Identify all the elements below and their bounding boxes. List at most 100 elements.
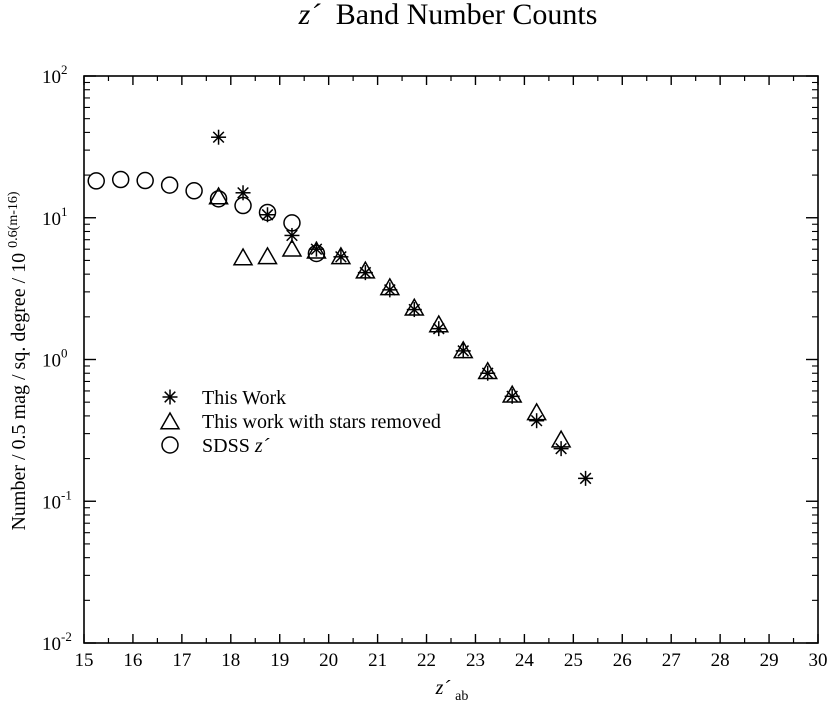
data-point-circle [234,196,252,215]
data-point-circle [283,214,301,232]
x-tick-label: 16 [123,650,142,671]
data-point-asterisk [553,441,569,457]
data-point-triangle [232,247,254,266]
data-point-triangle [452,340,474,359]
data-point-circle [209,190,228,208]
x-tick-label: 25 [564,650,583,671]
data-point-asterisk [529,413,545,429]
data-point-asterisk [308,241,324,257]
data-point-triangle [281,238,303,257]
asterisk-stroke [261,208,274,221]
x-axis-label: z´ ab [435,677,469,703]
data-point-triangle [330,246,352,265]
x-tick-label: 28 [711,650,730,671]
legend-label: This work with stars removed [202,411,441,433]
chart-title: z´ Band Number Counts [298,0,598,31]
y-axis-label: Number / 0.5 mag / sq. degree / 10 0.6(m… [6,191,30,530]
legend-marker-asterisk [162,389,178,405]
x-tick-label: 21 [368,650,387,671]
y-tick-exp: 1 [61,204,68,219]
asterisk-stroke [286,229,298,242]
data-point-circle [87,172,105,190]
legend-label: SDSS z´ [202,435,270,457]
data-point-asterisk [578,470,594,486]
data-point-triangle [501,384,523,403]
y-tick-exp: 0 [61,346,68,361]
data-point-triangle [355,260,376,279]
y-tick-base: 10 [42,351,61,372]
y-tick-base: 10 [42,67,61,88]
data-series [87,129,594,486]
legend-label-suffix: z´ [254,435,270,457]
y-axis-label-main: Number / 0.5 mag / sq. degree / 10 [8,253,30,531]
data-point-asterisk [235,185,251,201]
y-tick-exp: -1 [61,487,72,502]
x-tick-label: 18 [221,650,240,671]
x-axis: 15 16 17 18 19 20 21 22 23 24 25 26 27 28 29 30 [75,76,828,671]
x-tick-label: 22 [417,650,436,671]
x-tick-label: 30 [809,650,828,671]
y-tick-exp: 2 [61,62,68,77]
x-tick-label: 15 [75,650,94,671]
legend-label-text: This work with stars removed [202,411,441,433]
data-point-asterisk [211,129,227,145]
y-tick-label: 10-1 [42,487,72,513]
data-point-triangle [404,297,425,316]
data-point-asterisk [431,321,447,337]
plot-border [83,75,819,644]
y-tick-label: 101 [42,204,68,230]
x-tick-label: 24 [515,650,535,671]
data-point-triangle [208,186,229,205]
legend-label-text: This Work [202,387,286,409]
asterisk-stroke [579,472,592,485]
x-tick-label: 20 [319,650,338,671]
x-tick-label: 19 [270,650,289,671]
asterisk-stroke [212,131,225,144]
data-point-triangle [379,277,401,296]
data-point-circle [307,244,326,263]
chart-title-symbol: z´ [298,0,322,31]
legend-marker-circle [161,436,179,454]
asterisk-stroke [237,186,249,199]
x-tick-label: 27 [662,650,681,671]
data-point-triangle [257,246,278,265]
asterisk-stroke [164,391,176,403]
legend-marker-triangle [159,411,181,430]
y-tick-base: 10 [42,492,61,513]
x-axis-label-sub: ab [455,689,468,703]
x-axis-label-main: z´ [435,677,451,699]
data-point-circle [111,170,130,189]
data-point-triangle [526,402,547,421]
plot-area [83,75,819,644]
series-triangle [208,186,572,448]
chart-title-text: Band Number Counts [336,0,598,31]
legend-label-text: SDSS [202,435,250,457]
series-asterisk [211,129,594,486]
series-circle [87,170,326,263]
data-point-triangle [306,240,327,259]
x-tick-label: 26 [613,650,632,671]
x-tick-label: 23 [466,650,485,671]
data-point-triangle [477,361,498,380]
data-point-circle [136,171,154,190]
data-point-circle [258,203,277,222]
y-tick-label: 10-2 [42,629,72,655]
y-tick-base: 10 [42,634,61,655]
asterisk-stroke [530,414,543,427]
data-point-triangle [428,314,450,333]
legend-label: This Work [202,387,286,409]
x-tick-label: 17 [172,650,191,671]
y-tick-base: 10 [42,209,61,230]
x-tick-label: 29 [760,650,779,671]
asterisk-stroke [555,442,567,455]
y-axis-label-sup: 0.6(m-16) [6,191,21,248]
data-point-triangle [550,429,572,448]
y-tick-label: 100 [42,346,68,372]
y-tick-exp: -2 [61,629,72,644]
data-point-circle [160,176,179,194]
y-tick-label: 102 [42,62,68,88]
